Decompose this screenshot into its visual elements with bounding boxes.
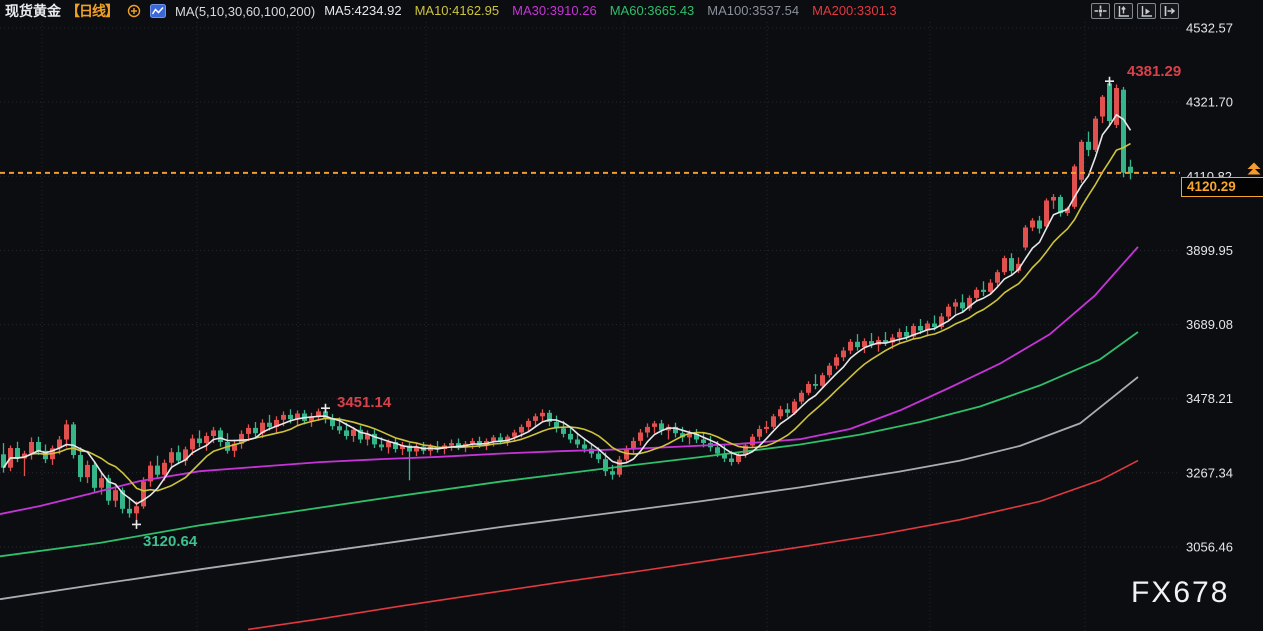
crosshair-tool-button[interactable] [1091, 3, 1110, 19]
price-scale-tool-button[interactable] [1114, 3, 1133, 19]
ma-line-ma10 [2, 142, 1131, 492]
ma-line-ma200 [247, 459, 1139, 631]
extreme-price-label: 3120.64 [143, 533, 198, 550]
period-label: 【日线】 [66, 3, 119, 19]
y-axis-label: 3267.34 [1186, 465, 1233, 480]
y-axis-label: 3478.21 [1186, 391, 1233, 406]
y-axis-label: 4532.57 [1186, 21, 1233, 36]
ma-value-3: MA60:3665.43 [609, 3, 695, 18]
y-axis-label: 3689.08 [1186, 317, 1233, 332]
dock-right-tool-button[interactable] [1160, 3, 1179, 19]
y-axis-label: 3899.95 [1186, 243, 1233, 258]
auto-scroll-tool-button[interactable] [1137, 3, 1156, 19]
ma-value-4: MA100:3537.54 [707, 3, 800, 18]
ma-line-ma30 [0, 246, 1139, 515]
ma-value-0: MA5:4234.92 [324, 3, 402, 18]
ma-value-2: MA30:3910.26 [512, 3, 597, 18]
ma-line-ma5 [2, 114, 1132, 505]
ma-line-ma100 [0, 376, 1139, 601]
last-price-badge: 4120.29 [1181, 177, 1263, 197]
y-axis-label: 3056.46 [1186, 540, 1233, 555]
ma-value-1: MA10:4162.95 [414, 3, 500, 18]
y-axis-label: 4321.70 [1186, 95, 1233, 110]
ma-values: MA5:4234.92 MA10:4162.95 MA30:3910.26 MA60:… [324, 2, 909, 20]
extreme-marker-cross [321, 403, 330, 413]
watermark-logo: FX678 [1131, 576, 1230, 609]
chart-toolbar [1091, 3, 1179, 19]
extreme-price-label: 3451.14 [337, 394, 392, 411]
add-indicator-icon[interactable] [127, 4, 141, 18]
scroll-to-latest-arrow[interactable] [1247, 162, 1261, 175]
symbol-name: 现货黄金 [5, 3, 61, 19]
ma-group-label: MA(5,10,30,60,100,200) [175, 3, 316, 19]
ma-value-5: MA200:3301.3 [812, 3, 897, 18]
ma-line-ma60 [0, 331, 1139, 558]
extreme-price-label: 4381.29 [1127, 63, 1181, 80]
chart-type-icon[interactable] [150, 4, 166, 18]
extreme-marker-cross [132, 519, 141, 529]
extreme-marker-cross [1105, 76, 1114, 86]
chart-header: 现货黄金 【日线】 MA(5,10,30,60,100,200) MA5:423… [0, 0, 1263, 22]
